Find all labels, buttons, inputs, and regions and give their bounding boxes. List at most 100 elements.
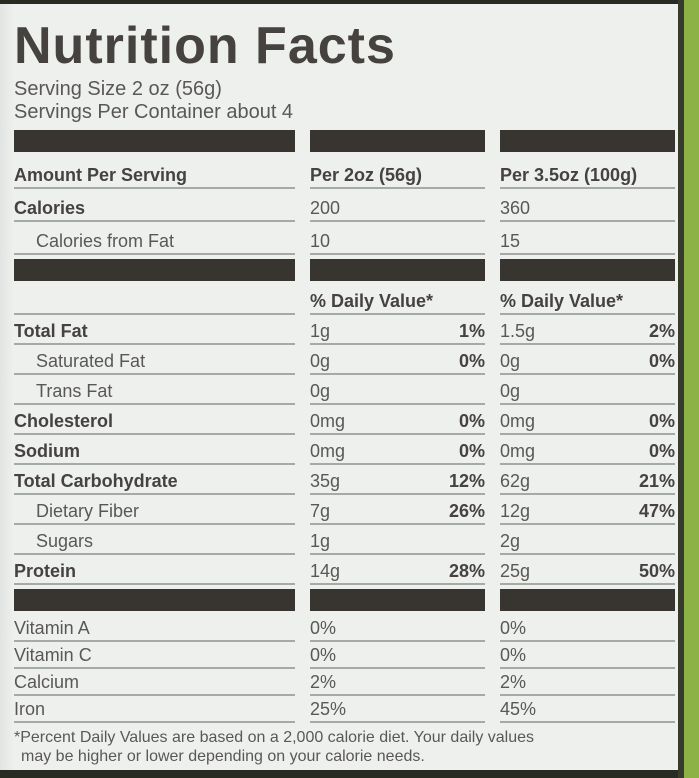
amount-value: 0g [500, 351, 521, 372]
daily-value-percent: 28% [448, 561, 485, 582]
amount-value: 0% [500, 618, 527, 639]
amount-value: 0g [310, 351, 331, 372]
divider-bar-segment [500, 130, 675, 152]
nutrient-name: Total Carbohydrate [14, 471, 178, 492]
nutrient-name-cell: Vitamin C [14, 642, 295, 669]
amount-value: % Daily Value* [310, 291, 434, 312]
value-per-2oz: 1g [310, 525, 485, 555]
divider-cell [310, 126, 485, 156]
row-dietary-fiber: Dietary Fiber 7g 26% 12g 47% [14, 495, 675, 525]
value-per-3-5oz: 2g [500, 525, 675, 555]
value-per-2oz: 25% [310, 696, 485, 723]
amount-value: 25g [500, 561, 531, 582]
amount-value: 200 [310, 198, 341, 219]
amount-value: 25% [310, 699, 347, 720]
value-per-3-5oz: Per 3.5oz (100g) [500, 156, 675, 189]
nutrient-name: Sugars [36, 531, 94, 552]
value-per-3-5oz: 45% [500, 696, 675, 723]
amount-value: 2% [310, 672, 337, 693]
amount-value: Per 2oz (56g) [310, 165, 423, 186]
nutrition-facts-panel: Nutrition Facts Serving Size 2 oz (56g) … [0, 4, 678, 770]
daily-value-percent: 12% [448, 471, 485, 492]
nutrient-name-cell: Calories [14, 189, 295, 222]
value-per-3-5oz: 62g 21% [500, 465, 675, 495]
value-per-2oz: 0g [310, 375, 485, 405]
value-per-3-5oz: 0mg 0% [500, 435, 675, 465]
nutrient-name-cell: Total Fat [14, 315, 295, 345]
amount-value: 0mg [310, 411, 346, 432]
amount-value: 2% [500, 672, 527, 693]
value-per-3-5oz: 25g 50% [500, 555, 675, 585]
nutrient-name-cell: Sugars [14, 525, 295, 555]
value-per-2oz: 10 [310, 222, 485, 255]
nutrient-name: Vitamin A [14, 618, 90, 639]
serving-size: Serving Size 2 oz (56g) [14, 78, 222, 100]
nutrient-name: Vitamin C [14, 645, 92, 666]
value-per-3-5oz: 0% [500, 642, 675, 669]
divider-bar-segment [14, 130, 295, 152]
row-iron: Iron 25% 45% [14, 696, 675, 723]
value-per-2oz: 7g 26% [310, 495, 485, 525]
nutrient-name: Cholesterol [14, 411, 114, 432]
nutrient-name-cell: Dietary Fiber [14, 495, 295, 525]
divider-cell [310, 585, 485, 615]
nutrition-table: Amount Per Serving Per 2oz (56g) Per 3.5oz… [14, 126, 678, 723]
nutrient-name-cell: Iron [14, 696, 295, 723]
section-divider-bar [14, 126, 675, 156]
divider-bar-segment [310, 130, 485, 152]
row-vitamin-c: Vitamin C 0% 0% [14, 642, 675, 669]
package-edge-line [678, 0, 684, 778]
amount-value: 0mg [310, 441, 346, 462]
value-per-2oz: 200 [310, 189, 485, 222]
package-green-strip [684, 0, 699, 778]
value-per-2oz: 0% [310, 615, 485, 642]
nutrient-name-cell: Calcium [14, 669, 295, 696]
value-per-3-5oz: 360 [500, 189, 675, 222]
nutrient-name: Calories [14, 198, 86, 219]
amount-value: 45% [500, 699, 537, 720]
row-calcium: Calcium 2% 2% [14, 669, 675, 696]
daily-value-percent: 0% [648, 351, 675, 372]
amount-value: 7g [310, 501, 331, 522]
daily-value-percent: 0% [458, 441, 485, 462]
divider-bar-segment [14, 259, 295, 281]
row-sugars: Sugars 1g 2g [14, 525, 675, 555]
divider-cell [14, 126, 295, 156]
nutrient-name: Dietary Fiber [36, 501, 140, 522]
divider-bar-segment [500, 259, 675, 281]
nutrient-name-cell: Trans Fat [14, 375, 295, 405]
daily-value-percent: 0% [458, 351, 485, 372]
nutrient-name-cell: Amount Per Serving [14, 156, 295, 189]
daily-value-percent: 50% [638, 561, 675, 582]
nutrient-name-cell: Cholesterol [14, 405, 295, 435]
value-per-2oz: Per 2oz (56g) [310, 156, 485, 189]
amount-value: 12g [500, 501, 531, 522]
daily-value-percent: 2% [648, 321, 675, 342]
amount-value: 10 [310, 231, 331, 252]
amount-value: 0% [310, 618, 337, 639]
nutrient-name-cell: Sodium [14, 435, 295, 465]
nutrient-name: Total Fat [14, 321, 88, 342]
servings-per-container: Servings Per Container about 4 [14, 101, 294, 123]
row-calories-from-fat: Calories from Fat 10 15 [14, 222, 675, 255]
value-per-3-5oz: 2% [500, 669, 675, 696]
value-per-3-5oz: 0% [500, 615, 675, 642]
amount-value: % Daily Value* [500, 291, 624, 312]
footnote: *Percent Daily Values are based on a 2,0… [14, 728, 574, 766]
row-saturated-fat: Saturated Fat 0g 0% 0g 0% [14, 345, 675, 375]
row-trans-fat: Trans Fat 0g 0g [14, 375, 675, 405]
divider-bar-segment [14, 589, 295, 611]
amount-value: 2g [500, 531, 521, 552]
row-total-carbohydrate: Total Carbohydrate 35g 12% 62g 21% [14, 465, 675, 495]
daily-value-percent: 0% [648, 411, 675, 432]
amount-value: 15 [500, 231, 521, 252]
row-protein: Protein 14g 28% 25g 50% [14, 555, 675, 585]
daily-value-percent: 21% [638, 471, 675, 492]
daily-value-percent: 47% [638, 501, 675, 522]
amount-value: 1.5g [500, 321, 536, 342]
divider-bar-segment [310, 259, 485, 281]
footnote-line-1: *Percent Daily Values are based on a 2,0… [14, 729, 535, 746]
amount-value: 0mg [500, 411, 536, 432]
panel-title: Nutrition Facts [14, 17, 396, 75]
nutrient-name-cell: Calories from Fat [14, 222, 295, 255]
